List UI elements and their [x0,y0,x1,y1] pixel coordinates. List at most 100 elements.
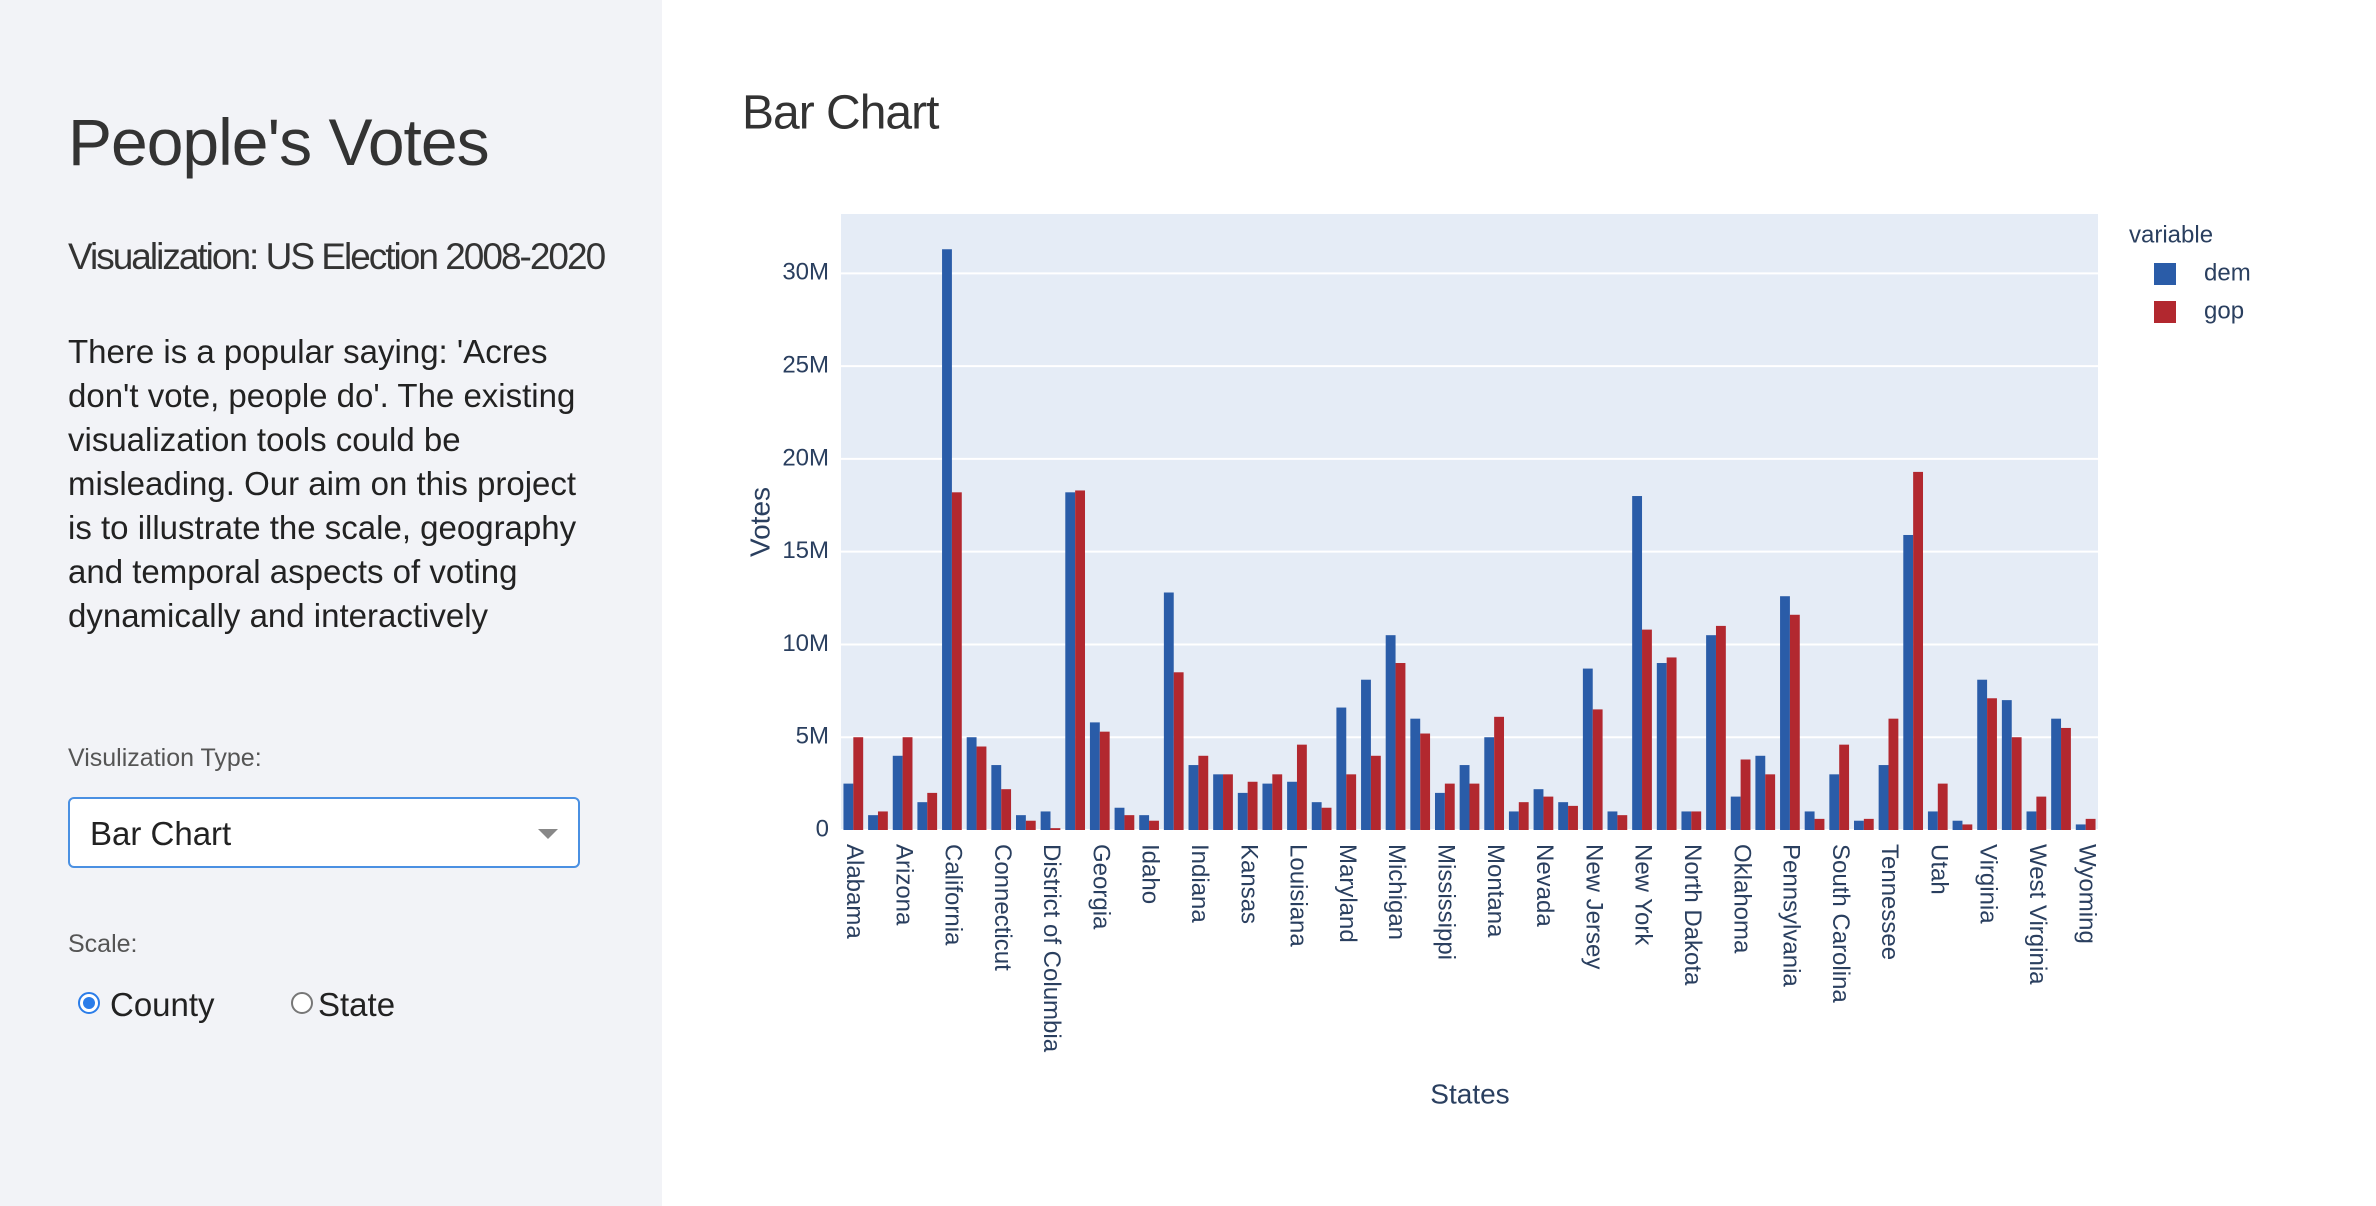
bar [1050,828,1061,830]
x-tick-label: New Jersey [1580,844,1607,969]
sidebar: People's Votes Visualization: US Electio… [0,0,662,1206]
bar [1617,815,1628,830]
radio-label[interactable]: County [110,986,215,1023]
bar [1434,792,1445,830]
bar [2036,796,2047,830]
bar [1001,789,1012,830]
bar [1237,792,1248,830]
legend-swatch [2154,263,2176,285]
bar [1977,679,1988,830]
subtitle: Visualization: US Election 2008-2020 [68,236,606,277]
dropdown[interactable]: Bar Chart [68,797,580,868]
chart: Bar Chart States Votes variable 0 5M 10M 15… [742,87,2251,1110]
legend-label: gop [2204,297,2244,324]
x-tick-label: Maryland [1334,844,1361,943]
bar [1691,811,1702,830]
bar [1089,722,1100,830]
bar [1262,783,1273,830]
bar [1173,672,1184,830]
dropdown-value: Bar Chart [90,815,232,852]
radio[interactable] [291,992,313,1014]
chart-title: Bar Chart [742,87,939,140]
y-tick-label: 15M [782,537,829,564]
bar [1139,815,1150,830]
radio[interactable] [78,992,100,1014]
bar [1962,824,1973,830]
y-tick-label: 30M [782,259,829,286]
bar [1765,774,1776,830]
bar [1804,811,1815,830]
bar [1361,679,1371,830]
bar [1789,614,1800,830]
bar [1075,490,1086,830]
bar [1863,818,1874,830]
bar [2061,727,2071,830]
bar [1543,796,1554,830]
bar [2051,718,2062,830]
y-tick-label: 25M [782,351,829,378]
bar [1247,781,1258,830]
x-tick-label: Arizona [890,844,917,926]
bar [1099,731,1110,830]
x-tick-label: Indiana [1186,844,1213,923]
bar [1927,811,1938,830]
bar [2085,818,2096,830]
bar [1114,807,1125,830]
bar [1015,815,1026,830]
bar [1025,820,1036,830]
legend-title: variable [2129,221,2213,248]
bar [1666,657,1677,830]
bar [1321,807,1332,830]
bar [843,783,854,830]
bar [1592,709,1603,830]
bar [1706,635,1716,830]
bar [1444,783,1455,830]
bar [1272,774,1283,830]
x-tick-label: Nevada [1531,844,1558,927]
bar [1124,815,1135,830]
bar [1188,765,1199,830]
field-label: Scale: [68,930,138,958]
bar [1642,629,1652,830]
bar [1632,496,1643,830]
bar [2011,737,2022,830]
bar [1987,698,1997,830]
bar [1385,635,1396,830]
bar [1213,774,1224,830]
bar [1494,716,1505,830]
dropdown-arrow [538,829,558,839]
bar [1469,783,1480,830]
bar [2026,811,2037,830]
y-tick-label: 10M [782,630,829,657]
bar [1903,534,1914,830]
bar [1420,733,1431,830]
x-tick-label: West Virginia [2024,844,2051,985]
bar [1607,811,1618,830]
x-tick-label: District of Columbia [1038,844,1065,1053]
bar [1715,625,1726,830]
bar [1410,718,1421,830]
bar [927,792,938,830]
bar [1370,755,1381,830]
bar [1755,755,1766,830]
bar [1533,789,1544,830]
bar [1149,820,1159,830]
bar [917,802,928,830]
y-tick-label: 5M [796,723,829,750]
bar [1296,744,1307,830]
bar [1888,718,1899,830]
radio-label[interactable]: State [318,986,396,1023]
app-title: People's Votes [68,105,490,179]
bar [1780,596,1790,830]
x-tick-label: Montana [1482,844,1509,938]
bar [1287,781,1297,830]
bar [1829,774,1840,830]
bar [1198,755,1209,830]
x-tick-label: Connecticut [989,844,1016,971]
x-tick-label: North Dakota [1679,844,1706,986]
bar [1163,592,1174,830]
x-tick-label: California [940,844,967,946]
x-tick-label: South Carolina [1827,844,1854,1003]
x-tick-label: Mississippi [1433,844,1460,960]
y-tick-label: 0 [816,815,829,842]
